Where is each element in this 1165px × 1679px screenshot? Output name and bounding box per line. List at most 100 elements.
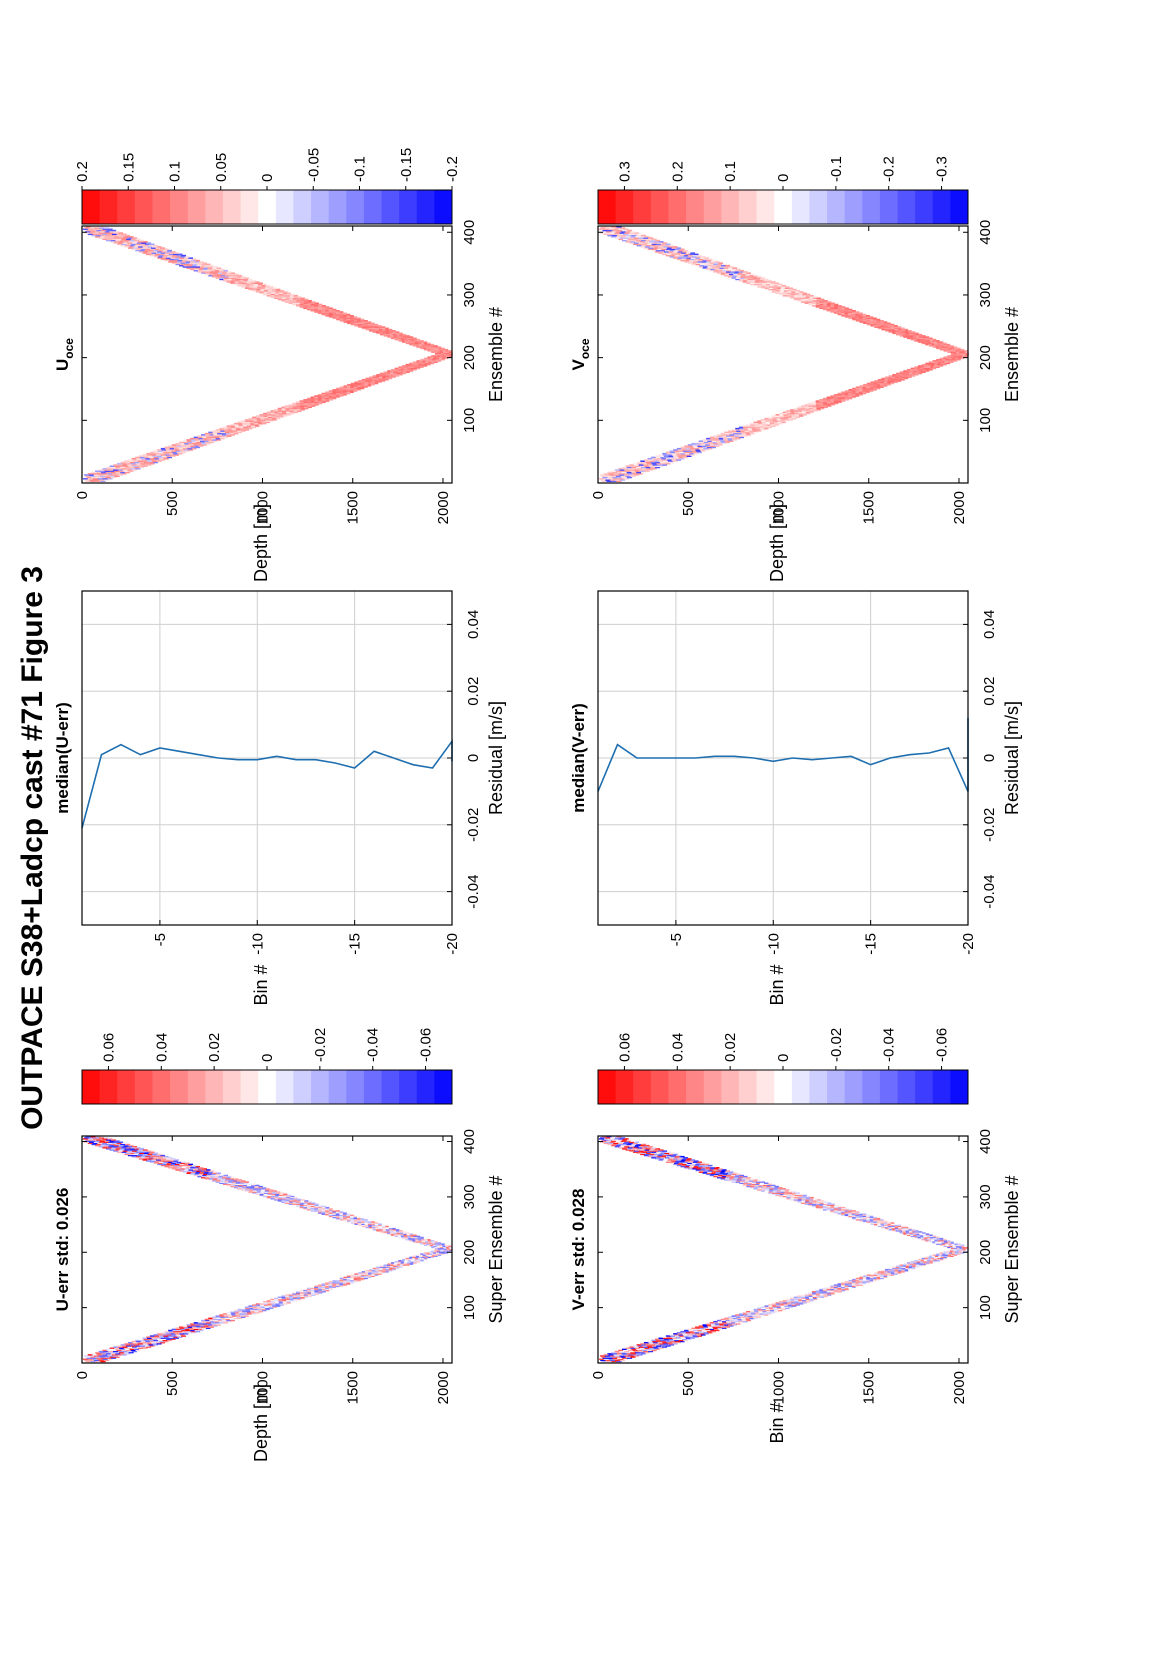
heatmap-cell <box>126 1151 132 1153</box>
heatmap-cell <box>97 1142 103 1145</box>
heatmap-cell <box>194 268 199 271</box>
heatmap-cell <box>339 393 344 396</box>
heatmap-cell <box>170 1163 176 1166</box>
heatmap-cell <box>650 1152 656 1155</box>
heatmap-cell <box>833 1288 838 1291</box>
heatmap-cell <box>328 313 333 316</box>
heatmap-cell <box>282 293 287 296</box>
heatmap-cell <box>374 1273 379 1275</box>
heatmap-cell <box>210 435 215 437</box>
heatmap-cell <box>339 1217 344 1220</box>
heatmap-cell <box>770 1309 775 1312</box>
heatmap-cell <box>350 1216 354 1219</box>
heatmap-cell <box>844 1283 849 1285</box>
heatmap-cell <box>251 1184 256 1187</box>
heatmap-cell <box>87 1358 94 1360</box>
heatmap-cell <box>440 352 444 355</box>
heatmap-cell <box>392 1266 397 1269</box>
heatmap-cell <box>852 1279 856 1282</box>
heatmap-cell <box>208 1325 214 1327</box>
heatmap-cell <box>82 228 89 231</box>
heatmap-cell <box>109 241 115 243</box>
heatmap-cell <box>281 1298 287 1301</box>
heatmap-cell <box>379 1230 384 1232</box>
heatmap-cell <box>261 1188 266 1190</box>
heatmap-cell <box>185 1167 191 1169</box>
heatmap-cell <box>275 1304 280 1306</box>
heatmap-cell <box>364 1275 368 1277</box>
heatmap-cell <box>183 257 189 259</box>
heatmap-cell <box>267 289 273 292</box>
heatmap-cell <box>887 1274 891 1276</box>
heatmap-cell <box>357 382 362 385</box>
heatmap-cell <box>375 1226 379 1229</box>
heatmap-cell <box>339 1215 344 1218</box>
heatmap-cell <box>271 416 277 419</box>
heatmap-cell <box>421 343 425 346</box>
heatmap-cell <box>248 1191 253 1193</box>
heatmap-cell <box>314 1288 319 1291</box>
heatmap-cell <box>321 1205 326 1208</box>
heatmap-cell <box>293 1198 298 1200</box>
heatmap-cell <box>205 442 211 445</box>
heatmap-cell <box>266 1299 271 1302</box>
heatmap-cell <box>84 1137 90 1139</box>
heatmap-cell <box>236 430 242 432</box>
colorbar-bin <box>381 1070 400 1104</box>
heatmap-cell <box>732 1179 738 1181</box>
heatmap-cell <box>403 1264 407 1266</box>
heatmap-cell <box>240 277 245 279</box>
heatmap-cell <box>98 1141 104 1143</box>
heatmap-cell <box>163 1161 169 1163</box>
heatmap-cell <box>956 1246 960 1249</box>
heatmap-cell <box>936 1253 940 1255</box>
heatmap-cell <box>876 1274 881 1276</box>
heatmap-cell <box>207 1323 212 1325</box>
heatmap-cell <box>429 1252 434 1254</box>
heatmap-cell <box>160 454 166 456</box>
heatmap-cell <box>862 1283 867 1285</box>
heatmap-cell <box>706 1172 712 1174</box>
heatmap-cell <box>423 341 428 343</box>
heatmap-cell <box>449 353 453 356</box>
heatmap-cell <box>658 1153 664 1156</box>
heatmap-cell <box>283 291 288 293</box>
heatmap-cell <box>310 303 315 306</box>
heatmap-cell <box>602 1139 608 1141</box>
heatmap-cell <box>255 291 261 293</box>
heatmap-cell <box>263 289 269 292</box>
heatmap-cell <box>804 1201 809 1203</box>
heatmap-cell <box>256 1192 261 1194</box>
heatmap-cell <box>702 1330 708 1333</box>
heatmap-cell <box>396 333 400 336</box>
heatmap-cell <box>894 1224 898 1226</box>
heatmap-cell <box>809 1199 814 1201</box>
heatmap-cell <box>777 1307 782 1310</box>
heatmap-cell <box>798 1302 803 1304</box>
heatmap-cell <box>210 1320 215 1323</box>
heatmap-cell <box>925 1256 929 1259</box>
heatmap-cell <box>682 1163 687 1166</box>
heatmap-cell <box>285 1201 290 1203</box>
heatmap-cell <box>222 1319 227 1322</box>
heatmap-cell <box>260 289 265 292</box>
heatmap-cell <box>382 1226 386 1229</box>
heatmap-cell <box>346 1281 351 1283</box>
heatmap-cell <box>739 1174 744 1177</box>
heatmap-cell <box>354 381 359 383</box>
heatmap-cell <box>249 1308 254 1311</box>
heatmap-cell <box>166 1162 172 1164</box>
heatmap-cell <box>114 1351 120 1354</box>
heatmap-cell <box>382 377 386 380</box>
heatmap-cell <box>627 1354 633 1356</box>
heatmap-cell <box>350 386 354 389</box>
heatmap-cell <box>658 1149 664 1151</box>
heatmap-cell <box>252 1305 257 1307</box>
heatmap-cell <box>109 1144 115 1147</box>
heatmap-cell <box>235 1183 240 1186</box>
heatmap-cell <box>184 1168 190 1170</box>
heatmap-cell <box>367 385 372 387</box>
heatmap-cell <box>204 273 210 276</box>
heatmap-cell <box>336 388 340 391</box>
heatmap-cell <box>254 422 259 425</box>
